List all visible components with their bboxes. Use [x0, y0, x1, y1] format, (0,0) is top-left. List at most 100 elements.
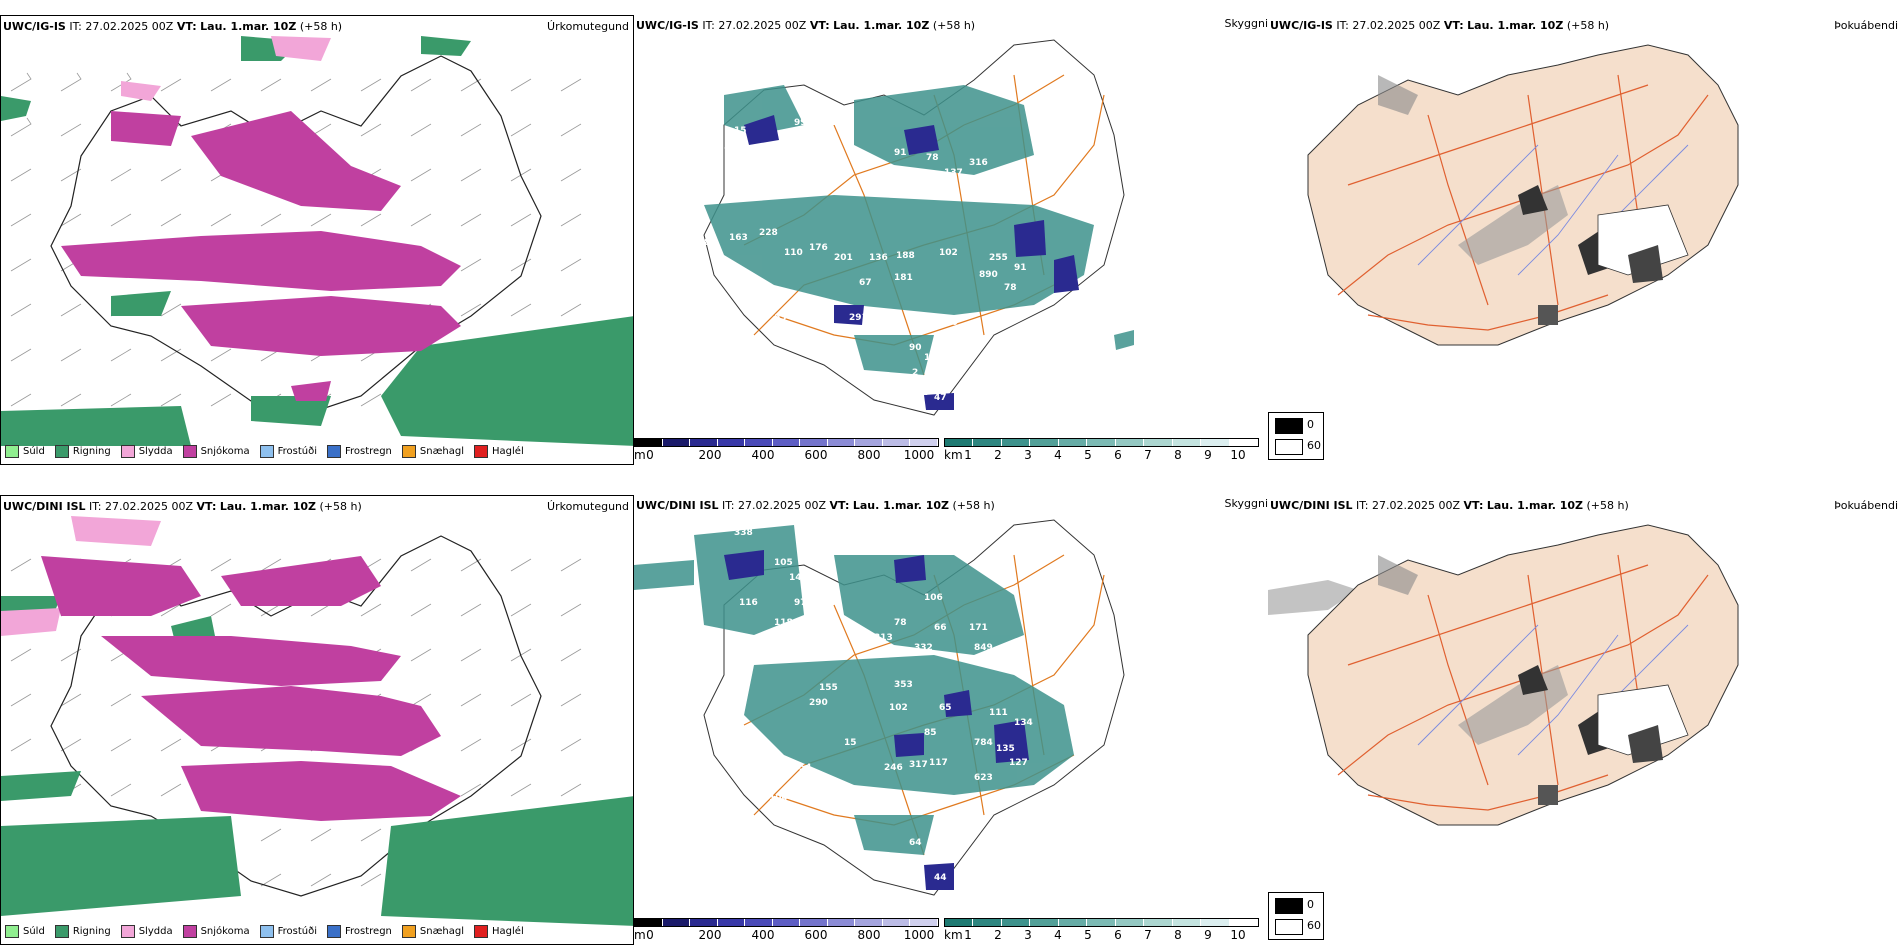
legend-swatch	[401, 445, 416, 458]
tick-label: 1000	[903, 448, 935, 462]
ceiling-label: 102	[889, 703, 908, 713]
model-name: UWC/DINI ISL	[636, 499, 719, 512]
ceiling-label: 66	[934, 623, 947, 633]
vt-value: Lau. 1.mar. 10Z	[200, 20, 297, 33]
tick-label: 7	[1144, 928, 1152, 942]
legend-item: Slydda	[120, 445, 173, 458]
legend-label: Frostúði	[277, 446, 317, 457]
tick-label: 1	[964, 448, 972, 462]
precip-map-top	[1, 36, 633, 446]
it-label: IT:	[89, 500, 102, 513]
it-value: 27.02.2025 00Z	[1352, 19, 1441, 32]
it-label: IT:	[1356, 499, 1369, 512]
legend-swatch	[327, 925, 341, 938]
legend-swatch	[259, 925, 274, 938]
ceiling-label: 999	[794, 118, 813, 128]
it-value: 27.02.2025 00Z	[105, 500, 194, 513]
legend-swatch	[474, 445, 489, 458]
fog-legend-swatch	[1275, 919, 1303, 935]
ceiling-label: 316	[969, 158, 988, 168]
ceiling-label: 78	[1004, 283, 1017, 293]
it-value: 27.02.2025 00Z	[85, 20, 174, 33]
ceiling-label: 47	[934, 393, 947, 403]
ceiling-label: 106	[924, 593, 943, 603]
ceiling-label: 181	[894, 273, 913, 283]
cloud-panel-top: 15 999 352 91 78 316 137 291 420 85 163 …	[634, 15, 1268, 465]
fog-legend-label: 0	[1307, 418, 1314, 431]
ceiling-label: 228	[759, 228, 778, 238]
tick-label: 200	[698, 448, 722, 462]
panel-title-fog: Þokuábendi	[1834, 499, 1898, 512]
tick-label: 10	[1230, 448, 1246, 462]
ceiling-label: 23	[809, 793, 822, 803]
fog-legend-label: 60	[1307, 919, 1321, 932]
fog-panel-top: UWC/IG-IS IT: 27.02.2025 00Z VT: Lau. 1.…	[1268, 15, 1900, 465]
legend-item: Súld	[5, 925, 45, 938]
visibility-colorbar-bar	[944, 438, 1259, 447]
tick-label: 1	[964, 928, 972, 942]
tick-label: 9	[1204, 448, 1212, 462]
ceiling-label: 451	[909, 388, 928, 398]
tick-label: 0	[646, 928, 654, 942]
ceiling-label: 784	[974, 738, 993, 748]
ceiling-label: 623	[974, 773, 993, 783]
tick-label: 200	[698, 928, 722, 942]
ceiling-label: 169	[799, 618, 818, 628]
it-label: IT:	[1336, 19, 1349, 32]
legend-swatch	[259, 445, 274, 458]
legend-item: Frostúði	[259, 445, 317, 458]
legend-item: Haglél	[474, 925, 524, 938]
fog-legend: 0 60	[1268, 412, 1324, 460]
precip-panel-bottom: UWC/DINI ISL IT: 27.02.2025 00Z VT: Lau.…	[0, 495, 634, 945]
legend-label: Frostregn	[345, 446, 392, 457]
ceiling-label: 110	[784, 248, 803, 258]
tick-label: 800	[857, 928, 881, 942]
visibility-areas	[634, 525, 1074, 855]
ceiling-label: 388	[794, 648, 813, 658]
ceiling-label: 420	[724, 143, 743, 153]
ceiling-label: 352	[819, 118, 838, 128]
tick-label: 1000	[903, 928, 935, 942]
vt-label: VT:	[1463, 499, 1484, 512]
legend-label: Snjókoma	[200, 926, 250, 937]
legend-swatch	[120, 445, 135, 458]
visibility-areas	[704, 85, 1134, 375]
ceiling-label: 63	[774, 313, 787, 323]
lead-time: (+58 h)	[932, 19, 976, 32]
lead-time: (+58 h)	[1586, 499, 1629, 512]
snow-areas	[41, 556, 461, 821]
visibility-colorbar-bar	[944, 918, 1259, 927]
ceiling-label: 136	[869, 253, 888, 263]
tick-label: 6	[1114, 448, 1122, 462]
ceiling-label: 890	[979, 270, 998, 280]
fog-legend-swatch	[1275, 439, 1303, 455]
lead-time: (+58 h)	[299, 20, 343, 33]
ceiling-label: 332	[914, 643, 933, 653]
tick-label: 10	[1230, 928, 1246, 942]
row-header: UWC/IG-IS IT: 27.02.2025 00Z VT: Lau. 1.…	[1270, 19, 1609, 32]
legend-item: Rigning	[54, 925, 111, 938]
panel-title-precip: Úrkomutegund	[547, 500, 629, 513]
ceiling-label: 317	[909, 760, 928, 770]
legend-label: Snjókoma	[200, 446, 250, 457]
model-name: UWC/IG-IS	[1270, 19, 1333, 32]
legend-label: Rigning	[72, 446, 111, 457]
it-label: IT:	[69, 20, 82, 33]
legend-swatch	[54, 925, 69, 938]
ceiling-label: 144	[789, 573, 808, 583]
fog-legend-label: 0	[1307, 898, 1314, 911]
ceiling-label: 313	[874, 633, 893, 643]
legend-item: Slydda	[120, 925, 173, 938]
ceiling-label: 65	[939, 703, 952, 713]
ceiling-colorbar-bar	[634, 918, 939, 927]
legend-item: Snjókoma	[182, 445, 250, 458]
ceiling-labels: 338 105 144 971 124114 116 118 169 388 1…	[639, 528, 1077, 883]
precip-map-bottom	[1, 516, 633, 926]
ceiling-label: 188	[896, 251, 915, 261]
ceiling-label: 122	[924, 353, 943, 363]
ceiling-label: 176	[809, 243, 828, 253]
fog-map-bottom	[1268, 524, 1739, 826]
fog-legend-swatch	[1275, 898, 1303, 914]
ceiling-label: 291	[849, 313, 868, 323]
ceiling-label: 118	[774, 618, 793, 628]
